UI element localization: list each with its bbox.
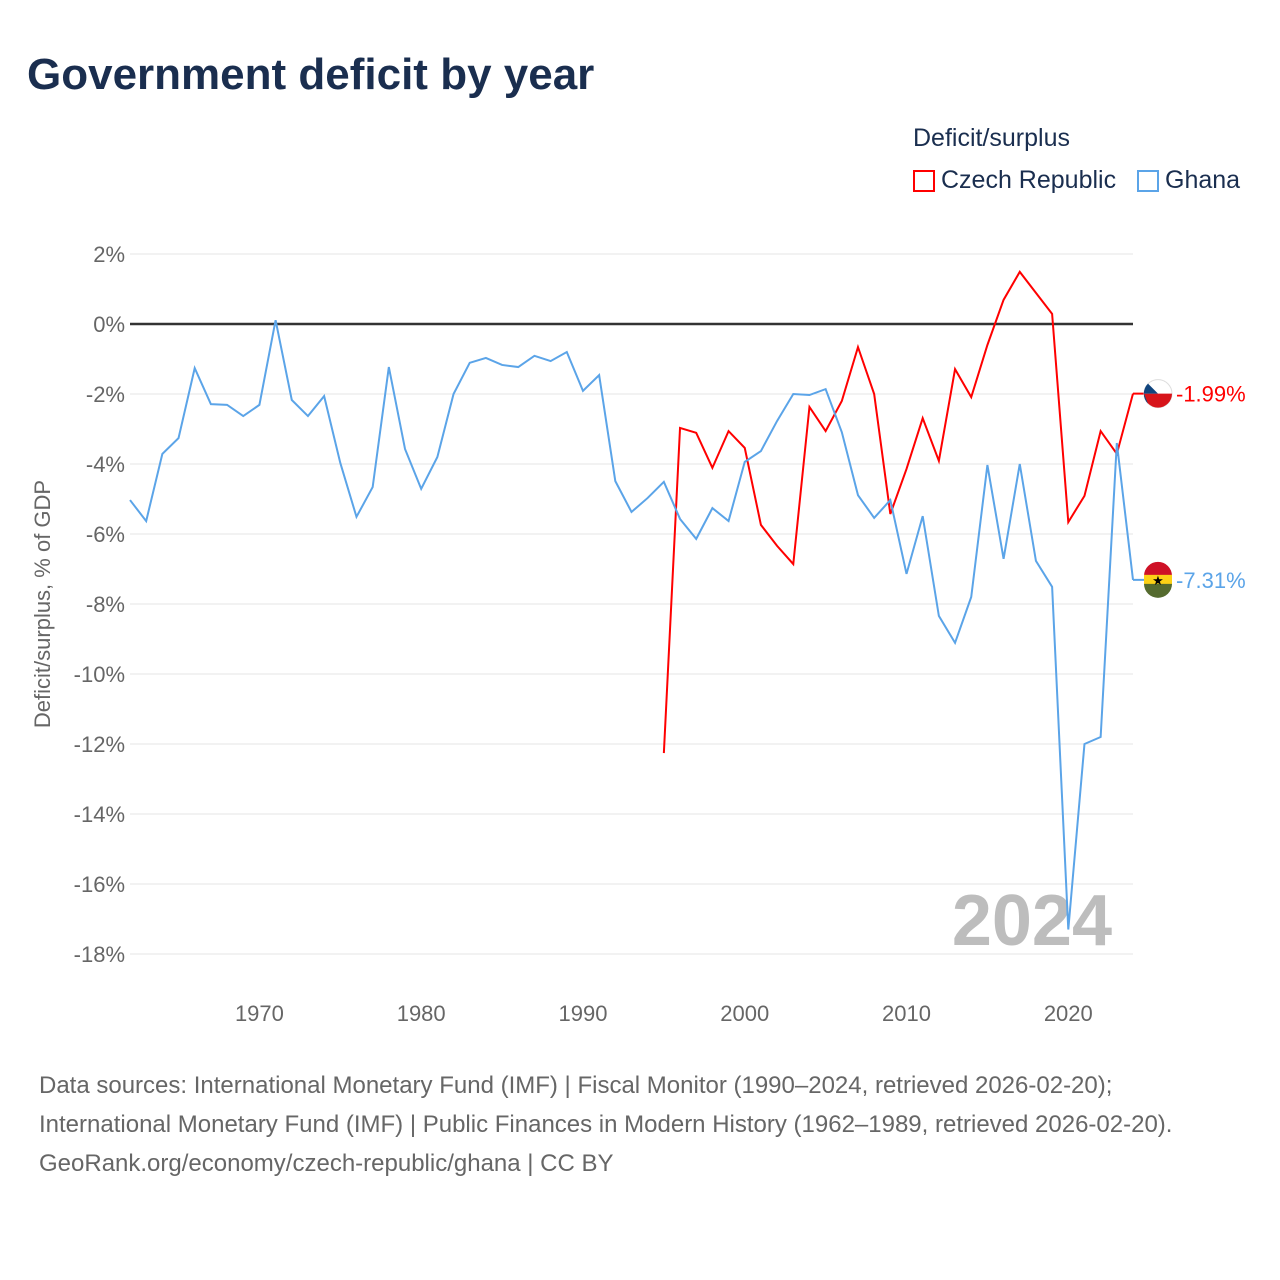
end-value-label: -1.99% xyxy=(1176,382,1246,407)
ghana-flag-gold xyxy=(1144,574,1172,585)
series-line-czech-republic xyxy=(662,270,1134,754)
sources-text: Data sources: International Monetary Fun… xyxy=(39,1072,1173,1138)
y-tick-label: -12% xyxy=(74,732,125,757)
czech-flag-blue xyxy=(1143,383,1158,404)
chart-title: Government deficit by year xyxy=(27,50,595,99)
chart-area: 2% 0% -2% -4% -6% -8% -10% -12% -14% -16% -18% 1970… xyxy=(30,242,1246,1026)
series-line-ghana xyxy=(129,319,1134,930)
x-tick-label: 2010 xyxy=(882,1001,931,1026)
x-tick-label: 2000 xyxy=(720,1001,769,1026)
y-tick-label: -18% xyxy=(74,942,125,967)
legend-item-czech-republic[interactable]: Czech Republic xyxy=(913,166,1116,195)
y-tick-label: -16% xyxy=(74,872,125,897)
legend-label: Czech Republic xyxy=(941,166,1117,194)
y-tick-label: -14% xyxy=(74,802,125,827)
x-tick-label: 1980 xyxy=(397,1001,446,1026)
x-tick-label: 1990 xyxy=(558,1001,607,1026)
y-tick-label: -8% xyxy=(86,592,125,617)
legend-swatch xyxy=(913,169,935,192)
legend-title: Deficit/surplus xyxy=(913,124,1070,152)
x-tick-label: 1970 xyxy=(235,1001,284,1026)
ghana-star-icon: ★ xyxy=(1152,573,1164,588)
ghana-flag-icon xyxy=(1144,561,1172,576)
czech-flag-red xyxy=(1144,393,1172,408)
legend-swatch xyxy=(1137,169,1159,192)
end-value-label: -7.31% xyxy=(1176,568,1246,593)
y-tick-label: -10% xyxy=(74,662,125,687)
sources: Data sources: International Monetary Fun… xyxy=(39,1066,1239,1183)
x-tick-label: 2020 xyxy=(1044,1001,1093,1026)
y-tick-label: 0% xyxy=(93,312,125,337)
legend-label: Ghana xyxy=(1165,166,1241,194)
legend-item-ghana[interactable]: Ghana xyxy=(1137,166,1240,195)
y-tick-label: -6% xyxy=(86,522,125,547)
y-tick-label: -4% xyxy=(86,452,125,477)
y-tick-label: -2% xyxy=(86,382,125,407)
y-axis-label: Deficit/surplus, % of GDP xyxy=(30,480,55,728)
y-tick-label: 2% xyxy=(93,242,125,267)
year-watermark: 2024 xyxy=(952,881,1112,961)
sources-url[interactable]: GeoRank.org/economy/czech-republic/ghana… xyxy=(39,1150,614,1177)
ghana-flag-green xyxy=(1144,583,1172,598)
